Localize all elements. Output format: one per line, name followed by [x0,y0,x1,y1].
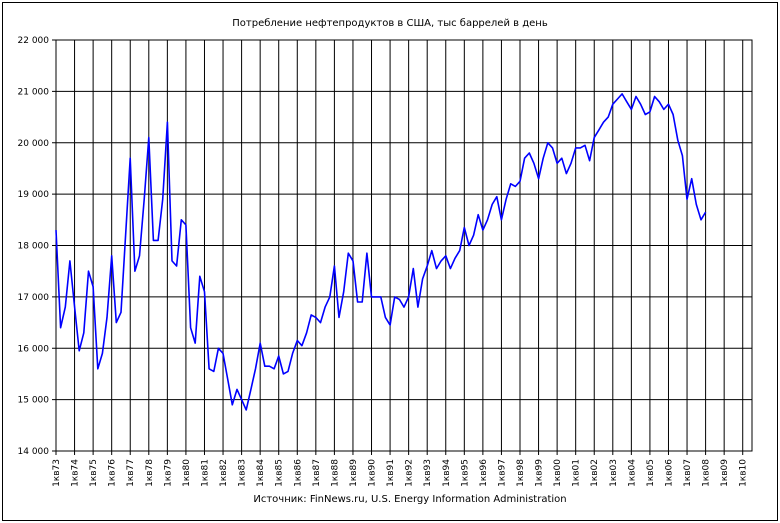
y-tick-label: 18 000 [18,242,50,252]
x-tick-label: 1кв93 [423,459,433,487]
x-tick-label: 1кв78 [145,459,155,487]
y-tick-label: 15 000 [18,396,50,406]
y-tick-labels: 14 000 15 000 16 000 17 000 18 000 19 000 20 0… [18,36,50,457]
x-tick-label: 1кв81 [200,459,210,487]
x-tick-label: 1кв95 [460,459,470,487]
x-tick-label: 1кв98 [516,459,526,487]
x-tick-labels: 1кв73 1кв74 1кв75 1кв76 1кв77 1кв78 1кв79 1кв80… [52,459,749,487]
x-tick-label: 1кв90 [368,459,378,487]
chart-source: Источник: FinNews.ru, U.S. Energy Inform… [253,494,566,505]
x-tick-label: 1кв06 [664,459,674,487]
x-tick-label: 1кв05 [646,459,656,487]
series-line [55,93,707,411]
y-tick-label: 20 000 [18,139,50,149]
y-tick-label: 16 000 [18,344,50,354]
x-tick-label: 1кв96 [479,459,489,487]
chart-title: Потребление нефтепродуктов в США, тыс ба… [232,18,548,29]
y-tick-label: 17 000 [18,293,50,303]
grid-layer [52,39,752,455]
x-tick-label: 1кв99 [535,459,545,487]
x-tick-label: 1кв73 [52,459,62,487]
x-tick-label: 1кв80 [182,459,192,487]
x-tick-label: 1кв85 [275,459,285,487]
x-tick-label: 1кв87 [312,459,322,487]
y-tick-label: 22 000 [18,36,50,46]
x-tick-label: 1кв91 [386,459,396,487]
x-tick-label: 1кв94 [442,459,452,487]
x-tick-label: 1кв04 [627,459,637,487]
x-tick-label: 1кв88 [330,459,340,487]
x-tick-label: 1кв79 [163,459,173,487]
x-tick-label: 1кв82 [219,459,229,487]
x-tick-label: 1кв84 [256,459,266,487]
x-tick-label: 1кв75 [89,459,99,487]
y-tick-label: 21 000 [18,87,50,97]
x-tick-label: 1кв76 [108,459,118,487]
x-tick-label: 1кв00 [553,459,563,487]
x-tick-label: 1кв08 [702,459,712,487]
x-tick-label: 1кв02 [590,459,600,487]
x-tick-label: 1кв77 [126,459,136,487]
x-tick-label: 1кв74 [71,459,81,487]
x-tick-label: 1кв97 [497,459,507,487]
x-tick-label: 1кв92 [405,459,415,487]
x-tick-label: 1кв07 [683,459,693,487]
x-tick-label: 1кв09 [720,459,730,487]
y-tick-label: 19 000 [18,190,50,200]
x-tick-label: 1кв86 [293,459,303,487]
x-tick-label: 1кв03 [609,459,619,487]
x-tick-label: 1кв10 [739,459,749,487]
x-tick-label: 1кв83 [238,459,248,487]
y-tick-label: 14 000 [18,447,50,457]
x-tick-label: 1кв01 [572,459,582,487]
x-tick-label: 1кв89 [349,459,359,487]
